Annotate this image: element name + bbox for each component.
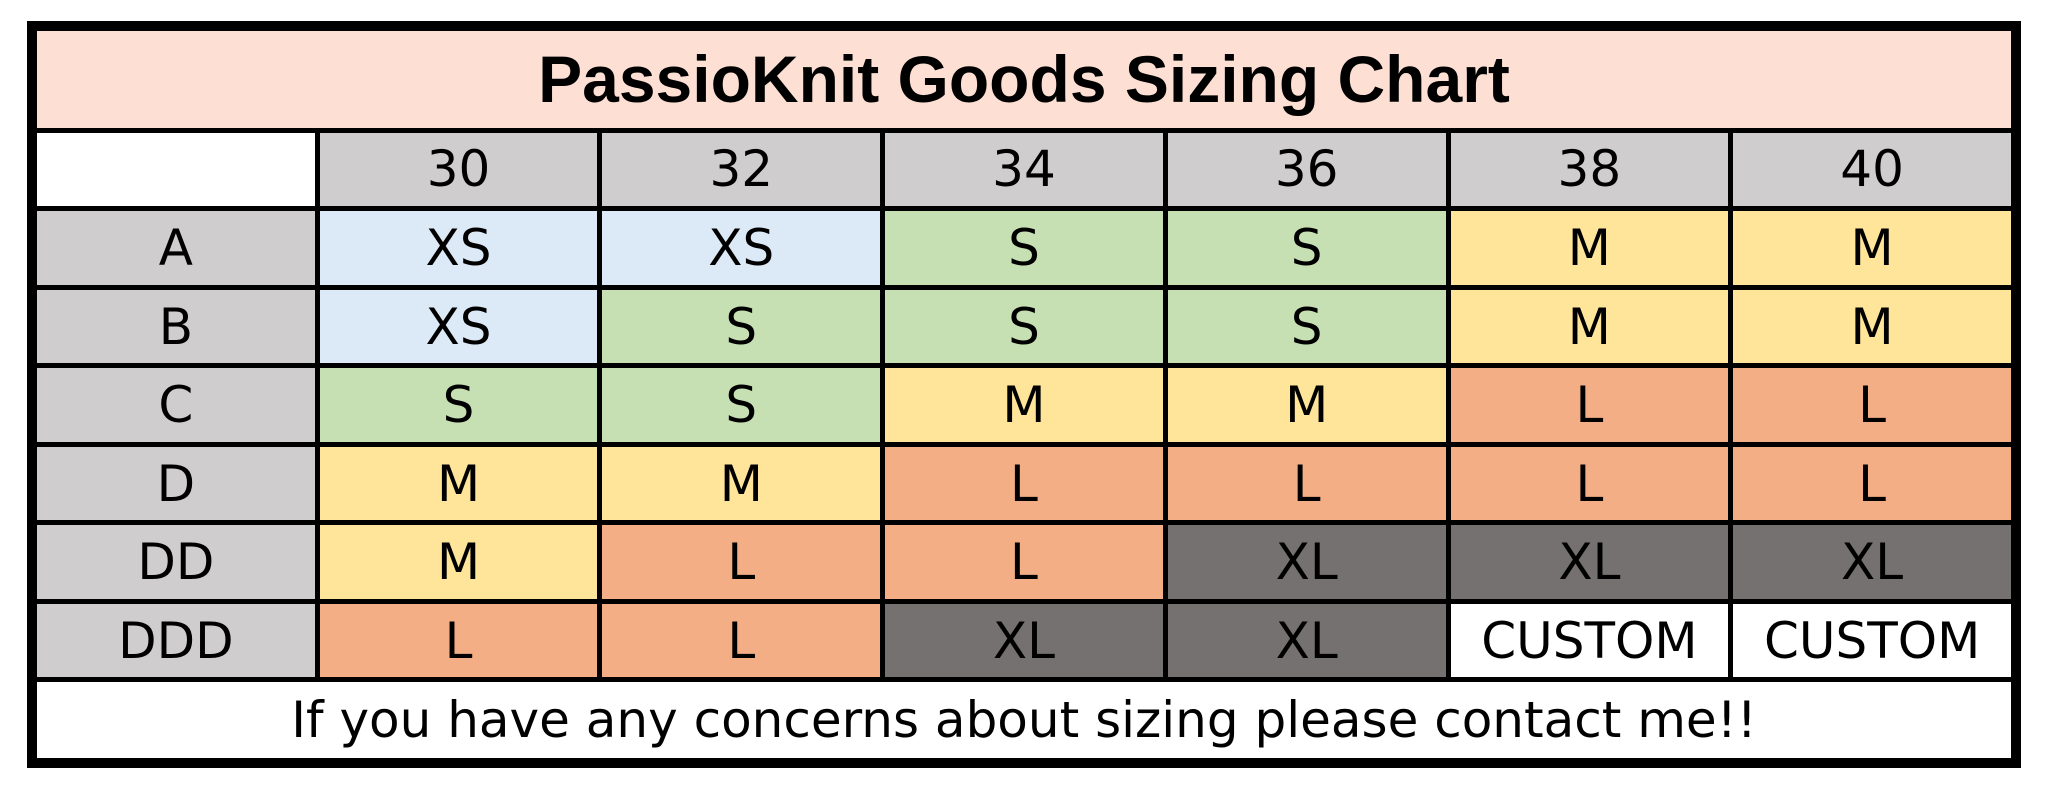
cup-size-label: D: [32, 441, 320, 526]
size-cell: L: [597, 520, 886, 604]
footer-note: If you have any concerns about sizing pl…: [32, 677, 2016, 763]
size-cell: M: [314, 441, 603, 526]
cup-size-label: DDD: [32, 598, 320, 683]
size-cell: M: [597, 441, 886, 526]
size-cell: XS: [314, 206, 603, 290]
size-cell: XS: [597, 206, 886, 290]
cup-row: A XS XS S S M M: [32, 206, 2016, 290]
size-cell: XL: [1162, 520, 1451, 604]
band-size-header: 36: [1162, 127, 1451, 212]
cup-size-label: A: [32, 206, 320, 290]
size-cell: S: [880, 206, 1168, 290]
size-cell: L: [314, 598, 603, 683]
band-size-header: 40: [1728, 127, 2016, 212]
size-cell: S: [880, 284, 1168, 369]
size-cell: XL: [1162, 598, 1451, 683]
cup-size-label: C: [32, 363, 320, 447]
cup-size-label: DD: [32, 520, 320, 604]
cup-size-label: B: [32, 284, 320, 369]
size-cell: M: [1728, 284, 2016, 369]
size-cell: M: [1162, 363, 1451, 447]
band-size-header: 34: [880, 127, 1168, 212]
size-cell: CUSTOM: [1728, 598, 2016, 683]
cup-row: DD M L L XL XL XL: [32, 520, 2016, 604]
size-cell: M: [1445, 206, 1734, 290]
band-size-header: 38: [1445, 127, 1734, 212]
band-size-header: 32: [597, 127, 886, 212]
size-cell: L: [1162, 441, 1451, 526]
size-cell: L: [1445, 441, 1734, 526]
size-cell: XL: [1445, 520, 1734, 604]
size-cell: M: [314, 520, 603, 604]
size-cell: XL: [880, 598, 1168, 683]
chart-title: PassioKnit Goods Sizing Chart: [32, 26, 2016, 133]
size-cell: CUSTOM: [1445, 598, 1734, 683]
sizing-chart: PassioKnit Goods Sizing Chart 30 32 34 3…: [27, 21, 2021, 768]
band-size-header-row: 30 32 34 36 38 40: [32, 127, 2016, 212]
size-cell: S: [597, 363, 886, 447]
size-cell: S: [314, 363, 603, 447]
cup-row: DDD L L XL XL CUSTOM CUSTOM: [32, 598, 2016, 683]
size-cell: S: [1162, 284, 1451, 369]
size-cell: S: [1162, 206, 1451, 290]
band-size-header: 30: [314, 127, 603, 212]
size-cell: XL: [1728, 520, 2016, 604]
size-cell: L: [1728, 441, 2016, 526]
corner-cell: [32, 127, 320, 212]
size-cell: XS: [314, 284, 603, 369]
cup-row: B XS S S S M M: [32, 284, 2016, 369]
sizing-table: PassioKnit Goods Sizing Chart 30 32 34 3…: [32, 26, 2016, 763]
size-cell: L: [880, 441, 1168, 526]
footer-row: If you have any concerns about sizing pl…: [32, 677, 2016, 763]
title-row: PassioKnit Goods Sizing Chart: [32, 26, 2016, 133]
size-cell: L: [1445, 363, 1734, 447]
size-cell: M: [1445, 284, 1734, 369]
size-cell: L: [1728, 363, 2016, 447]
size-cell: M: [1728, 206, 2016, 290]
size-cell: L: [597, 598, 886, 683]
size-cell: S: [597, 284, 886, 369]
size-cell: L: [880, 520, 1168, 604]
size-cell: M: [880, 363, 1168, 447]
